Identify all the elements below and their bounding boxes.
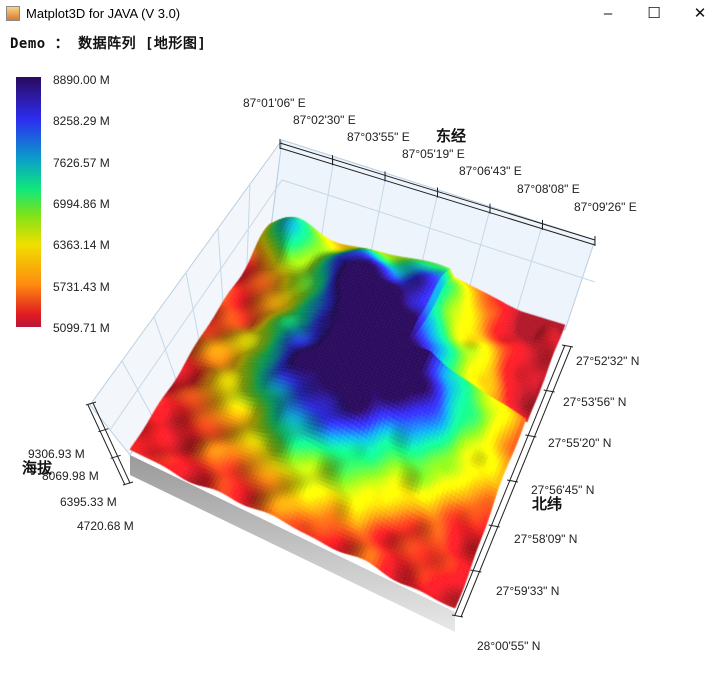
x-tick-label: 87°03'55" E bbox=[347, 130, 410, 144]
grid-line bbox=[246, 184, 251, 272]
colorbar-tick-label: 7626.57 M bbox=[53, 155, 110, 170]
y-tick-label: 27°58'09" N bbox=[514, 532, 578, 546]
y-tick bbox=[470, 569, 482, 573]
y-tick-label: 28°00'55" N bbox=[477, 639, 541, 653]
grid-line bbox=[318, 156, 335, 251]
window-title: Matplot3D for JAVA (V 3.0) bbox=[26, 6, 181, 21]
chart-title: Demo ： 数据阵列 [地形图] bbox=[10, 36, 207, 52]
z-tick bbox=[122, 481, 134, 486]
y-axis-title: 北纬 bbox=[532, 496, 563, 513]
base-side bbox=[130, 455, 455, 632]
colorbar-tick-label: 5731.43 M bbox=[53, 279, 110, 294]
colorbar-tick-label: 5099.71 M bbox=[53, 320, 110, 335]
y-tick-label: 27°55'20" N bbox=[548, 436, 612, 450]
z-tick-label: 6395.33 M bbox=[60, 495, 117, 509]
grid-line bbox=[367, 173, 387, 267]
z-tick bbox=[110, 454, 121, 459]
x-tick-label: 87°01'06" E bbox=[243, 96, 306, 110]
colorbar bbox=[16, 77, 41, 327]
back-wall bbox=[269, 139, 596, 331]
colorbar-tick-label: 8890.00 M bbox=[53, 73, 110, 87]
window-titlebar: Matplot3D for JAVA (V 3.0) – ☐ ✕ bbox=[0, 0, 720, 28]
y-tick bbox=[506, 479, 519, 483]
minimize-button[interactable]: – bbox=[603, 5, 613, 22]
y-axis-line bbox=[460, 346, 572, 618]
close-button[interactable]: ✕ bbox=[693, 5, 707, 22]
java-icon bbox=[6, 6, 20, 21]
z-tick bbox=[98, 428, 109, 433]
z-tick-label: 4720.68 M bbox=[77, 519, 134, 533]
y-tick-label: 27°52'32" N bbox=[576, 354, 640, 368]
x-tick-label: 87°06'43" E bbox=[459, 164, 522, 178]
colorbar-tick-label: 8258.29 M bbox=[53, 114, 110, 129]
grid-line bbox=[121, 360, 154, 419]
grid-line bbox=[466, 206, 492, 299]
maximize-button[interactable]: ☐ bbox=[647, 5, 661, 22]
y-tick bbox=[488, 524, 500, 528]
grid-line bbox=[109, 179, 283, 431]
y-tick bbox=[543, 389, 555, 393]
x-axis-line bbox=[279, 147, 596, 246]
y-tick-label: 27°53'56" N bbox=[563, 395, 627, 409]
y-tick bbox=[525, 434, 537, 438]
x-tick-label: 87°09'26" E bbox=[574, 200, 637, 214]
grid-line bbox=[217, 228, 224, 309]
z-axis-title: 海拔 bbox=[22, 460, 53, 477]
x-tick-label: 87°05'19" E bbox=[402, 147, 465, 161]
x-tick-label: 87°08'08" E bbox=[517, 182, 580, 196]
y-axis-line bbox=[454, 344, 566, 616]
grid-line bbox=[515, 223, 544, 315]
x-axis-title: 东经 bbox=[436, 128, 467, 145]
grid-line bbox=[185, 272, 201, 346]
y-tick bbox=[451, 614, 464, 618]
y-tick-label: 27°59'33" N bbox=[496, 584, 560, 598]
left-wall bbox=[89, 139, 283, 456]
z-tick bbox=[85, 401, 97, 406]
colorbar-tick-label: 6363.14 M bbox=[53, 238, 110, 253]
x-tick-label: 87°02'30" E bbox=[293, 113, 356, 127]
y-tick bbox=[561, 344, 574, 348]
colorbar-tick-label: 6994.86 M bbox=[53, 196, 110, 211]
grid-line bbox=[417, 189, 439, 283]
grid-line bbox=[153, 316, 178, 382]
